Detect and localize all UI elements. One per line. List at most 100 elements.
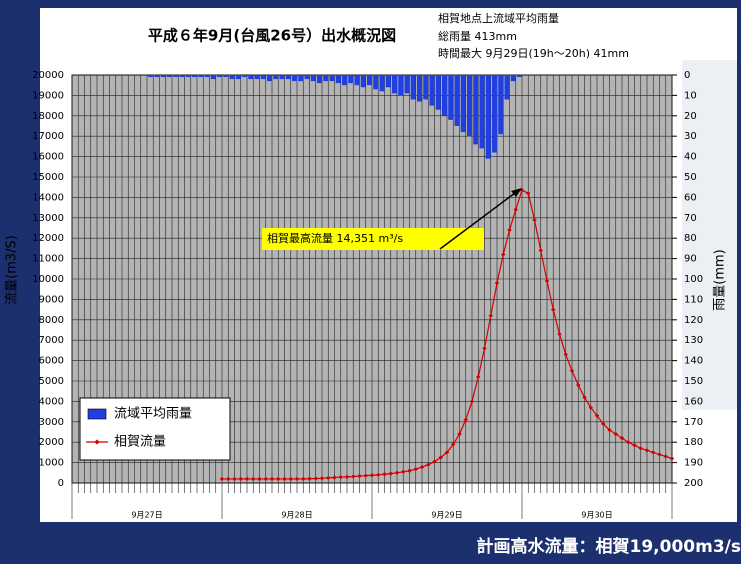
- rain-bar: [298, 75, 304, 82]
- rain-bar: [510, 75, 516, 82]
- flow-point: [413, 466, 418, 472]
- y-tick-label: 0: [58, 478, 64, 489]
- flow-point: [357, 473, 362, 479]
- flow-point: [619, 435, 625, 441]
- flow-point: [363, 473, 368, 478]
- y2-tick-label: 90: [684, 254, 697, 265]
- y-tick-label: 13000: [32, 213, 64, 224]
- rain-bar: [392, 75, 397, 94]
- rain-bar: [429, 75, 435, 106]
- flow-point: [669, 456, 675, 461]
- rain-bar: [148, 75, 154, 78]
- rain-bar: [417, 75, 422, 102]
- rain-bar: [473, 75, 479, 145]
- flow-point: [601, 421, 606, 427]
- flow-point: [307, 476, 312, 481]
- flow-point: [632, 443, 637, 448]
- legend-swatch: [87, 408, 107, 420]
- rain-bar: [348, 75, 354, 84]
- y2-tick-label: 70: [684, 213, 697, 224]
- flow-point: [482, 346, 487, 351]
- flow-point: [507, 227, 512, 233]
- flow-point: [488, 313, 493, 318]
- y2-tick-label: 50: [684, 172, 697, 183]
- rain-bar: [367, 75, 372, 86]
- y-tick-label: 8000: [39, 315, 64, 326]
- x-tick-label: 9月30日: [581, 511, 612, 520]
- y2-tick-label: 170: [684, 417, 703, 428]
- rain-bar: [229, 75, 235, 80]
- y-tick-label: 17000: [32, 131, 64, 142]
- rain-bar: [460, 75, 466, 133]
- flow-point: [319, 476, 325, 481]
- rain-bar: [492, 75, 497, 153]
- rain-bar: [160, 75, 166, 78]
- y-tick-label: 4000: [39, 396, 64, 407]
- flow-point: [526, 191, 531, 196]
- rain-bar: [379, 75, 385, 92]
- legend-point: [94, 439, 100, 445]
- flow-point: [494, 280, 500, 286]
- flow-point: [432, 459, 437, 464]
- rain-bar: [360, 75, 366, 88]
- rain-bar: [217, 75, 222, 78]
- y2-tick-label: 40: [684, 152, 697, 163]
- flow-point: [476, 374, 481, 380]
- y-tick-label: 15000: [32, 172, 64, 183]
- flow-point: [582, 395, 587, 400]
- annotation: 相賀最高流量 14,351 m³/s: [267, 231, 403, 245]
- flow-point: [257, 476, 262, 482]
- y2-tick-label: 160: [684, 396, 703, 407]
- rain-bar: [167, 75, 172, 78]
- y2-axis-label: 雨量(mm): [713, 249, 728, 310]
- flow-point: [276, 476, 281, 482]
- rain-bar: [354, 75, 360, 86]
- rain-bar: [185, 75, 191, 78]
- rain-bar: [154, 75, 160, 78]
- y-tick-label: 12000: [32, 233, 64, 244]
- flow-point: [463, 417, 468, 422]
- flow-point: [394, 470, 400, 475]
- flow-point: [401, 469, 406, 474]
- flow-point: [538, 248, 543, 253]
- flow-point: [594, 413, 600, 418]
- y2-tick-label: 130: [684, 335, 703, 346]
- y-tick-label: 9000: [39, 294, 64, 305]
- y2-tick-label: 190: [684, 458, 703, 469]
- flow-point: [588, 405, 593, 410]
- flow-point: [469, 399, 475, 404]
- rain-bar: [242, 75, 247, 78]
- rain-bar: [342, 75, 347, 86]
- y-tick-label: 18000: [32, 111, 64, 122]
- flow-point: [557, 331, 562, 337]
- y-tick-label: 16000: [32, 152, 64, 163]
- flow-point: [419, 464, 425, 470]
- rain-bar: [235, 75, 241, 80]
- rain-bar: [498, 75, 504, 135]
- y2-tick-label: 180: [684, 437, 703, 448]
- y2-tick-label: 120: [684, 315, 703, 326]
- y-tick-label: 1000: [39, 458, 64, 469]
- legend-label: 相賀流量: [114, 435, 166, 450]
- rain-bar: [292, 75, 297, 82]
- flow-point: [301, 476, 306, 482]
- y2-tick-label: 20: [684, 111, 697, 122]
- legend-label: 流域平均雨量: [114, 407, 192, 422]
- rain-bar: [273, 75, 279, 80]
- rain-bar: [173, 75, 179, 78]
- flow-point: [501, 252, 506, 257]
- rain-bar: [198, 75, 204, 78]
- rain-bar: [323, 75, 329, 82]
- footer-text: 計画高水流量：相賀19,000m3/s: [477, 536, 741, 557]
- flow-point: [451, 442, 456, 447]
- rain-bar: [423, 75, 429, 100]
- y2-tick-label: 200: [684, 478, 703, 489]
- flow-point: [513, 207, 518, 212]
- rain-bar: [410, 75, 416, 100]
- rain-bar: [285, 75, 291, 80]
- flow-point: [551, 307, 556, 312]
- y2-tick-label: 10: [684, 90, 697, 101]
- annotation-arrow: [439, 189, 520, 250]
- flow-point: [244, 476, 250, 482]
